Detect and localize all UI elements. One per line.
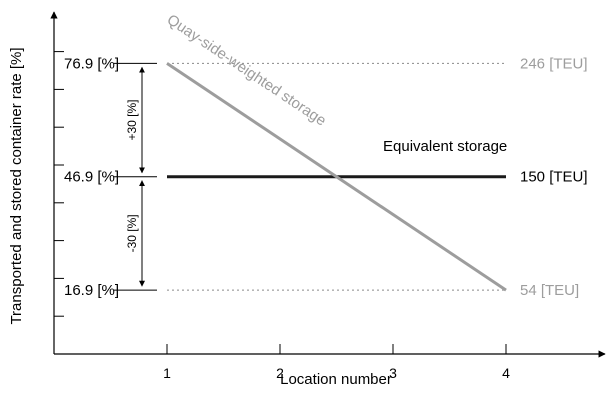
series-quay-side-weighted-name: Quay-side-weighted storage (164, 11, 329, 129)
level-label-0: 76.9 [%] (64, 55, 119, 72)
level-label-1: 46.9 [%] (64, 169, 119, 186)
x-axis-label: Location number (280, 371, 392, 388)
difference-label-0: +30 [%] (125, 100, 139, 141)
series-quay-side-weighted-start-label: 54 [TEU] (520, 282, 579, 299)
series-quay-side-weighted-end-label: 246 [TEU] (520, 55, 588, 72)
level-label-2: 16.9 [%] (64, 282, 119, 299)
series-quay-side-weighted-line (166, 62, 507, 292)
y-axis-label: Transported and stored container rate [%… (8, 47, 25, 324)
x-tick-label-2: 2 (276, 365, 284, 381)
series-equivalent-storage-name: Equivalent storage (383, 138, 507, 155)
x-tick-label-3: 3 (389, 365, 397, 381)
x-tick-label-1: 1 (163, 365, 171, 381)
series-equivalent-storage-end-label: 150 [TEU] (520, 169, 588, 186)
difference-label-1: -30 [%] (125, 214, 139, 252)
x-tick-label-4: 4 (502, 365, 510, 381)
